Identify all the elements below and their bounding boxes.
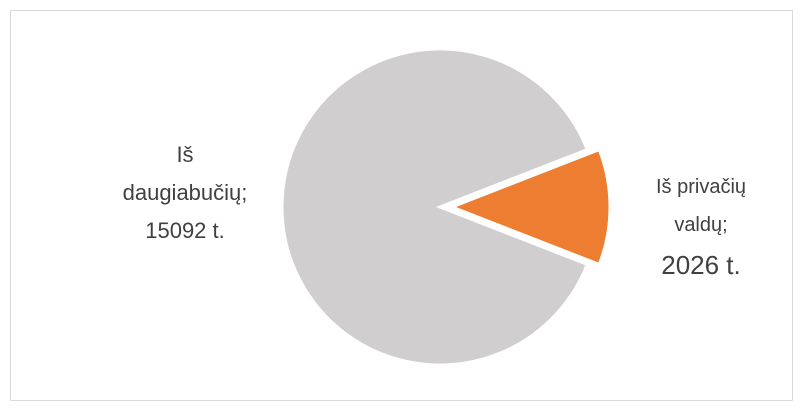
- pie-slice-daugiabuciu: [280, 47, 590, 367]
- slice-label-privaciu-line3: 2026 t.: [661, 250, 741, 280]
- slice-label-privaciu-line1: Iš privačių: [656, 176, 746, 198]
- slice-label-daugiabuciu-line1: Iš: [176, 142, 193, 167]
- pie-slice-privaciu: [447, 147, 612, 267]
- slice-label-privaciu-line2: valdų;: [674, 214, 727, 236]
- slice-label-daugiabuciu-line3: 15092 t.: [145, 218, 225, 243]
- slice-label-daugiabuciu-line2: daugiabučių;: [123, 180, 248, 205]
